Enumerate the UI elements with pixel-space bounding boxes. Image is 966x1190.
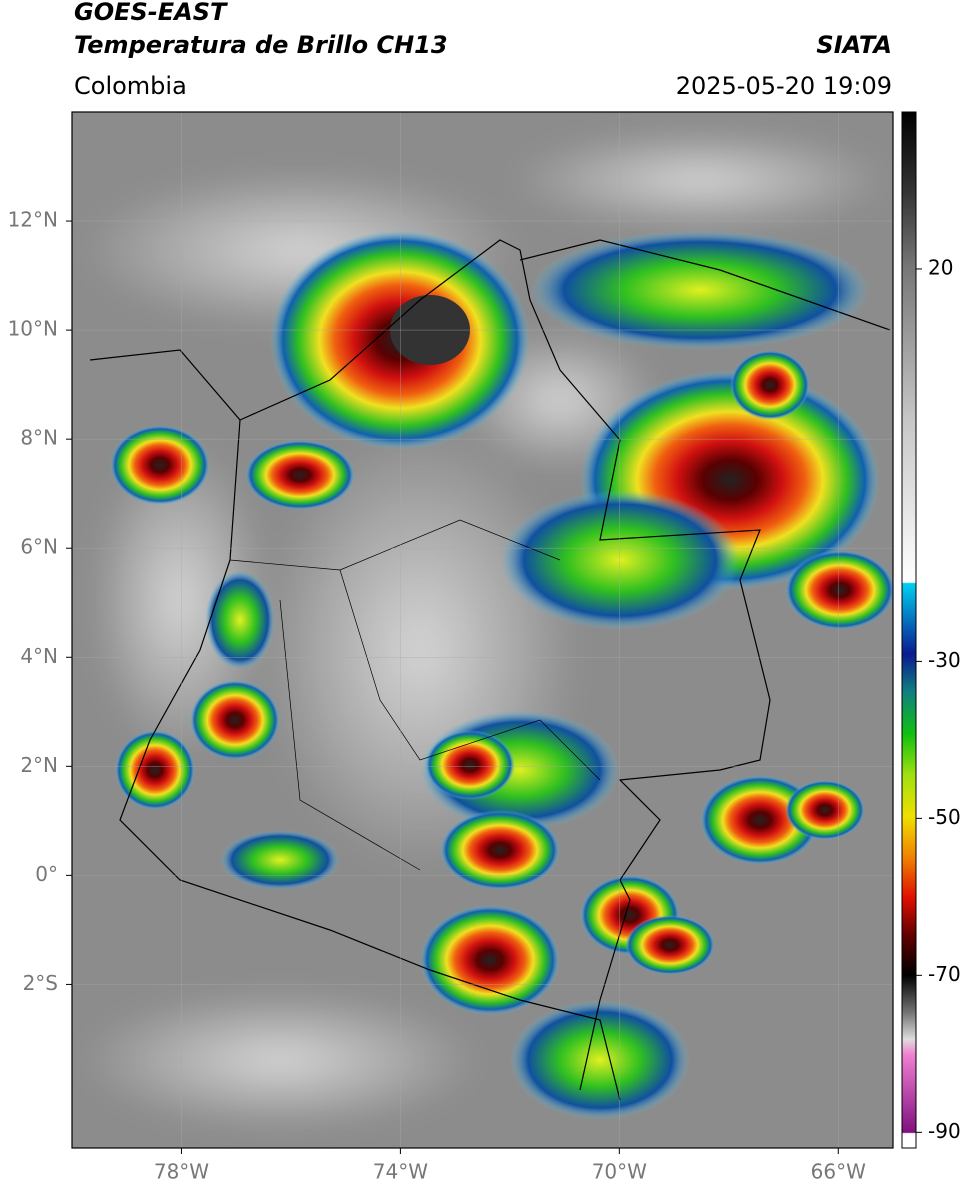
source: SIATA	[816, 31, 892, 59]
satellite-image	[72, 112, 893, 1148]
y-tick-label: 2°S	[23, 971, 58, 995]
colorbar-tick-label: 20	[928, 255, 953, 279]
y-tick-label: 4°N	[20, 644, 58, 668]
colorbar	[901, 111, 917, 1149]
title: GOES-EAST	[74, 0, 228, 26]
y-tick-label: 10°N	[8, 317, 58, 341]
grid	[72, 112, 893, 1148]
map-frame	[71, 111, 894, 1149]
datetime: 2025-05-20 19:09	[676, 72, 892, 100]
y-tick-label: 0°	[35, 862, 58, 886]
region: Colombia	[74, 72, 187, 100]
colorbar-tick-label: -30	[928, 648, 961, 672]
colorbar-tick-label: -50	[928, 805, 961, 829]
x-tick-label: 70°W	[592, 1160, 647, 1184]
colorbar-tick-label: -90	[928, 1119, 961, 1143]
x-tick-label: 66°W	[811, 1160, 866, 1184]
x-tick-label: 74°W	[373, 1160, 428, 1184]
x-tick-label: 78°W	[154, 1160, 209, 1184]
y-tick-label: 6°N	[20, 535, 58, 559]
y-tick-label: 12°N	[8, 208, 58, 232]
colorbar-tick-label: -70	[928, 962, 961, 986]
y-tick-label: 8°N	[20, 426, 58, 450]
subtitle: Temperatura de Brillo CH13	[74, 31, 448, 59]
y-tick-label: 2°N	[20, 753, 58, 777]
